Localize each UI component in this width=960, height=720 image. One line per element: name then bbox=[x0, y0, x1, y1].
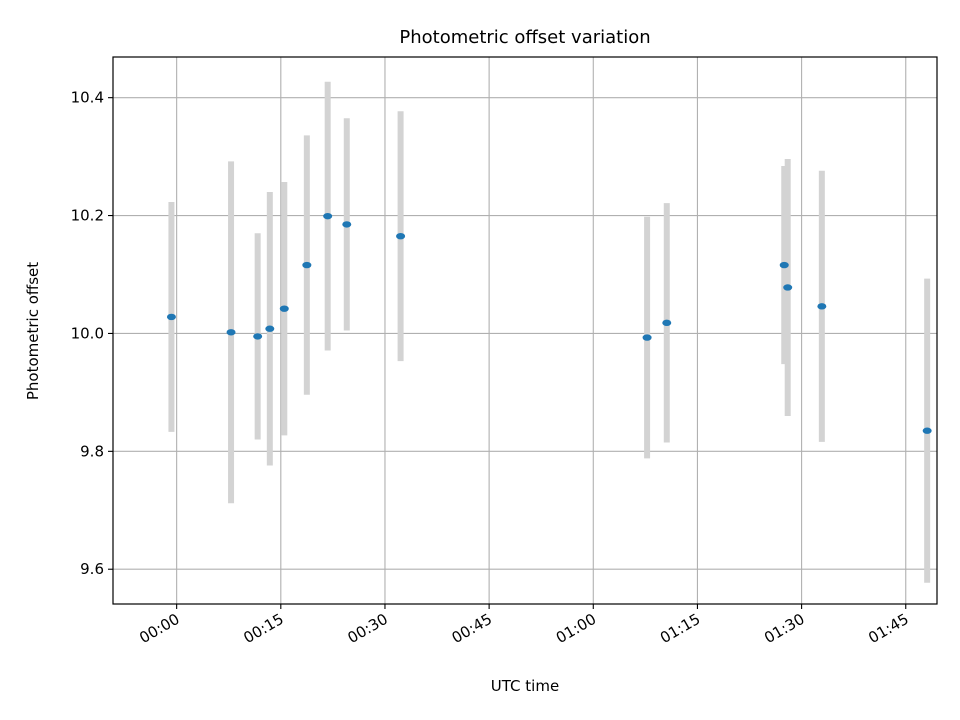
data-point bbox=[779, 261, 789, 269]
grid bbox=[113, 57, 937, 604]
data-point bbox=[323, 212, 333, 220]
data-point bbox=[817, 303, 827, 310]
y-tick-label: 10.4 bbox=[71, 89, 104, 107]
data-point bbox=[166, 313, 176, 321]
data-point bbox=[783, 284, 793, 291]
x-axis-label: UTC time bbox=[491, 677, 559, 695]
y-tick-label: 10.2 bbox=[71, 207, 104, 225]
y-axis-label: Photometric offset bbox=[24, 262, 42, 400]
data-point bbox=[342, 221, 352, 228]
y-tick-label: 10.0 bbox=[71, 324, 104, 342]
y-axis-ticks: 9.6 9.8 10.0 10.2 10.4 bbox=[71, 89, 113, 578]
y-tick-label: 9.8 bbox=[80, 442, 104, 460]
data-point bbox=[396, 232, 406, 240]
chart-title: Photometric offset variation bbox=[399, 27, 650, 48]
y-tick-label: 9.6 bbox=[80, 560, 104, 578]
data-point bbox=[662, 319, 672, 327]
data-point bbox=[226, 329, 236, 336]
data-point bbox=[302, 261, 312, 269]
data-point bbox=[922, 427, 932, 434]
data-points bbox=[166, 212, 932, 434]
plot-frame bbox=[112, 56, 938, 605]
data-point bbox=[279, 305, 289, 312]
data-point bbox=[265, 325, 275, 332]
data-point bbox=[642, 334, 652, 341]
data-point bbox=[253, 333, 263, 340]
